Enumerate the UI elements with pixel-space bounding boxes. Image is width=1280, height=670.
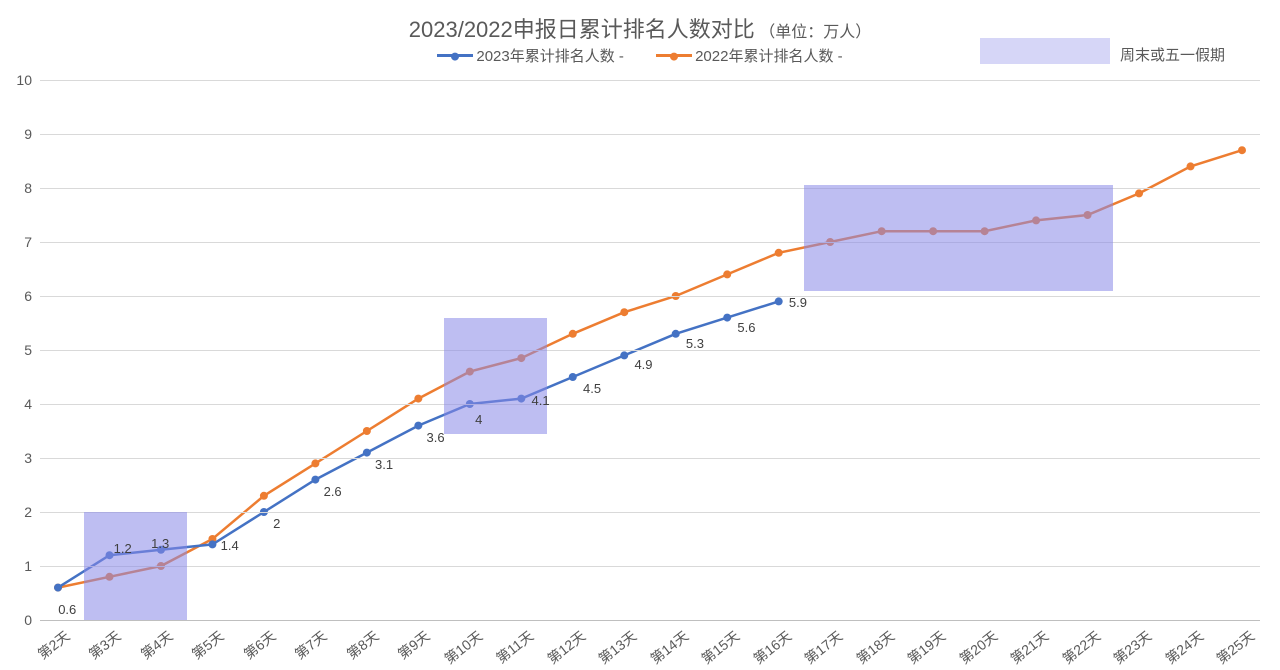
series-marker-b xyxy=(363,427,371,435)
data-label: 5.9 xyxy=(789,295,807,310)
x-tick-label: 第22天 xyxy=(1058,626,1105,669)
x-tick-label: 第12天 xyxy=(543,626,590,669)
series-marker-a xyxy=(775,297,783,305)
data-label: 2 xyxy=(273,516,280,531)
series-marker-b xyxy=(1135,189,1143,197)
data-label: 1.3 xyxy=(151,536,169,551)
series-marker-a xyxy=(363,449,371,457)
series-marker-b xyxy=(1238,146,1246,154)
x-tick-label: 第8天 xyxy=(342,626,383,664)
series-marker-a xyxy=(311,476,319,484)
series-marker-a xyxy=(723,314,731,322)
x-tick-label: 第17天 xyxy=(800,626,847,669)
legend-dot-b xyxy=(670,53,678,61)
gridline xyxy=(40,350,1260,351)
data-label: 4.9 xyxy=(634,357,652,372)
data-label: 1.4 xyxy=(221,538,239,553)
holiday-band xyxy=(444,318,547,434)
series-marker-a xyxy=(672,330,680,338)
data-label: 2.6 xyxy=(324,484,342,499)
data-label: 3.6 xyxy=(427,430,445,445)
y-tick-label: 10 xyxy=(16,72,40,88)
data-label: 1.2 xyxy=(114,541,132,556)
x-tick-label: 第10天 xyxy=(440,626,487,669)
gridline xyxy=(40,458,1260,459)
x-tick-label: 第16天 xyxy=(749,626,796,669)
series-marker-b xyxy=(414,395,422,403)
x-tick-label: 第9天 xyxy=(394,626,435,664)
x-tick-label: 第13天 xyxy=(594,626,641,669)
x-tick-label: 第2天 xyxy=(33,626,74,664)
holiday-band xyxy=(84,512,187,620)
series-marker-a xyxy=(620,351,628,359)
series-marker-b xyxy=(260,492,268,500)
data-label: 5.6 xyxy=(737,320,755,335)
legend-line-b xyxy=(656,54,692,57)
y-tick-label: 8 xyxy=(24,180,40,196)
y-tick-label: 1 xyxy=(24,558,40,574)
x-tick-label: 第21天 xyxy=(1006,626,1053,669)
holiday-band xyxy=(804,185,1113,291)
x-tick-label: 第11天 xyxy=(492,626,538,668)
gridline xyxy=(40,566,1260,567)
x-tick-label: 第5天 xyxy=(188,626,229,664)
series-marker-b xyxy=(1187,162,1195,170)
gridline xyxy=(40,620,1260,621)
series-marker-a xyxy=(569,373,577,381)
legend-series-b: 2022年累计排名人数 - xyxy=(656,45,843,66)
y-tick-label: 4 xyxy=(24,396,40,412)
series-marker-b xyxy=(311,459,319,467)
title-main: 2023/2022申报日累计排名人数对比 xyxy=(409,17,755,42)
series-marker-b xyxy=(569,330,577,338)
x-tick-label: 第15天 xyxy=(697,626,744,669)
y-tick-label: 6 xyxy=(24,288,40,304)
series-marker-b xyxy=(620,308,628,316)
legend-series-a: 2023年累计排名人数 - xyxy=(437,45,624,66)
series-marker-b xyxy=(723,270,731,278)
y-tick-label: 5 xyxy=(24,342,40,358)
x-tick-label: 第7天 xyxy=(291,626,332,664)
gridline xyxy=(40,80,1260,81)
series-marker-a xyxy=(208,540,216,548)
data-label: 4.1 xyxy=(531,393,549,408)
gridline xyxy=(40,296,1260,297)
y-tick-label: 9 xyxy=(24,126,40,142)
chart-root: 2023/2022申报日累计排名人数对比 （单位：万人） 2023年累计排名人数… xyxy=(0,0,1280,670)
x-tick-label: 第18天 xyxy=(852,626,899,669)
x-tick-label: 第14天 xyxy=(646,626,693,669)
series-marker-a xyxy=(54,584,62,592)
legend-dot-a xyxy=(451,53,459,61)
x-tick-label: 第23天 xyxy=(1109,626,1156,669)
legend-label-a: 2023年累计排名人数 - xyxy=(476,45,624,66)
x-tick-label: 第3天 xyxy=(85,626,126,664)
data-label: 4.5 xyxy=(583,381,601,396)
data-label: 4 xyxy=(475,412,482,427)
plot-area: 012345678910第2天第3天第4天第5天第6天第7天第8天第9天第10天… xyxy=(40,80,1260,620)
gridline xyxy=(40,512,1260,513)
series-marker-a xyxy=(414,422,422,430)
x-tick-label: 第6天 xyxy=(239,626,280,664)
gridline xyxy=(40,404,1260,405)
x-tick-label: 第25天 xyxy=(1212,626,1259,669)
y-tick-label: 3 xyxy=(24,450,40,466)
x-tick-label: 第24天 xyxy=(1161,626,1208,669)
x-tick-label: 第20天 xyxy=(955,626,1002,669)
y-tick-label: 2 xyxy=(24,504,40,520)
legend-label-b: 2022年累计排名人数 - xyxy=(695,45,843,66)
legend-holiday-label: 周末或五一假期 xyxy=(1120,44,1225,65)
title-unit: （单位：万人） xyxy=(759,24,871,41)
legend-line-a xyxy=(437,54,473,57)
data-label: 0.6 xyxy=(58,602,76,617)
data-label: 3.1 xyxy=(375,457,393,472)
x-tick-label: 第4天 xyxy=(136,626,177,664)
legend-holiday-swatch xyxy=(980,38,1110,64)
series-marker-b xyxy=(775,249,783,257)
y-tick-label: 7 xyxy=(24,234,40,250)
y-tick-label: 0 xyxy=(24,612,40,628)
data-label: 5.3 xyxy=(686,336,704,351)
x-tick-label: 第19天 xyxy=(903,626,950,669)
gridline xyxy=(40,134,1260,135)
